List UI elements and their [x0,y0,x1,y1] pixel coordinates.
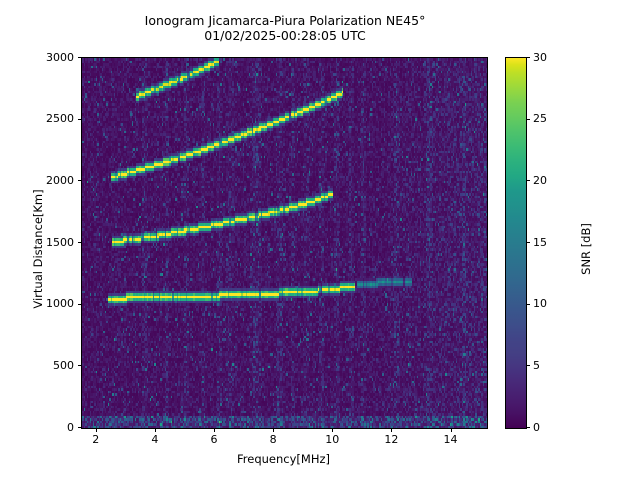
x-axis-label: Frequency[MHz] [237,452,330,466]
y-tick-mark [77,57,81,58]
colorbar-tick-mark [526,242,530,243]
x-tick-mark [391,428,392,432]
x-tick-label: 12 [384,433,399,446]
y-tick-mark [77,242,81,243]
x-tick-label: 4 [151,433,159,446]
x-tick-mark [332,428,333,432]
colorbar-gradient [505,57,527,429]
x-tick-label: 2 [92,433,100,446]
colorbar-label: SNR [dB] [579,223,593,275]
x-tick-mark [451,428,452,432]
y-tick-mark [77,365,81,366]
figure-title: Ionogram Jicamarca-Piura Polarization NE… [144,13,426,43]
x-tick-mark [96,428,97,432]
y-axis-label: Virtual Distance[Km] [31,189,45,309]
x-tick-label: 8 [269,433,277,446]
y-tick-label: 3000 [46,50,74,64]
colorbar-tick-label: 15 [533,235,547,249]
y-tick-mark [77,304,81,305]
y-tick-label: 1000 [46,297,74,311]
x-tick-label: 10 [325,433,340,446]
y-tick-mark [77,427,81,428]
colorbar-tick-label: 0 [533,420,540,434]
ionogram-heatmap-canvas [82,58,487,428]
x-tick-mark [155,428,156,432]
colorbar-tick-mark [526,57,530,58]
y-tick-label: 2500 [46,112,74,126]
colorbar-tick-mark [526,119,530,120]
y-tick-label: 1500 [46,235,74,249]
x-tick-mark [273,428,274,432]
y-tick-mark [77,119,81,120]
ionogram-plot-area [81,57,488,429]
x-tick-mark [214,428,215,432]
colorbar-tick-label: 10 [533,297,547,311]
colorbar-tick-mark [526,427,530,428]
y-tick-label: 500 [53,358,74,372]
y-tick-label: 2000 [46,173,74,187]
colorbar-tick-label: 25 [533,112,547,126]
colorbar-tick-label: 30 [533,50,547,64]
y-tick-mark [77,180,81,181]
colorbar-tick-label: 5 [533,358,540,372]
colorbar-tick-mark [526,180,530,181]
x-tick-label: 6 [210,433,218,446]
y-tick-label: 0 [67,420,74,434]
colorbar-tick-mark [526,304,530,305]
colorbar-tick-mark [526,365,530,366]
x-tick-label: 14 [443,433,458,446]
colorbar-tick-label: 20 [533,173,547,187]
